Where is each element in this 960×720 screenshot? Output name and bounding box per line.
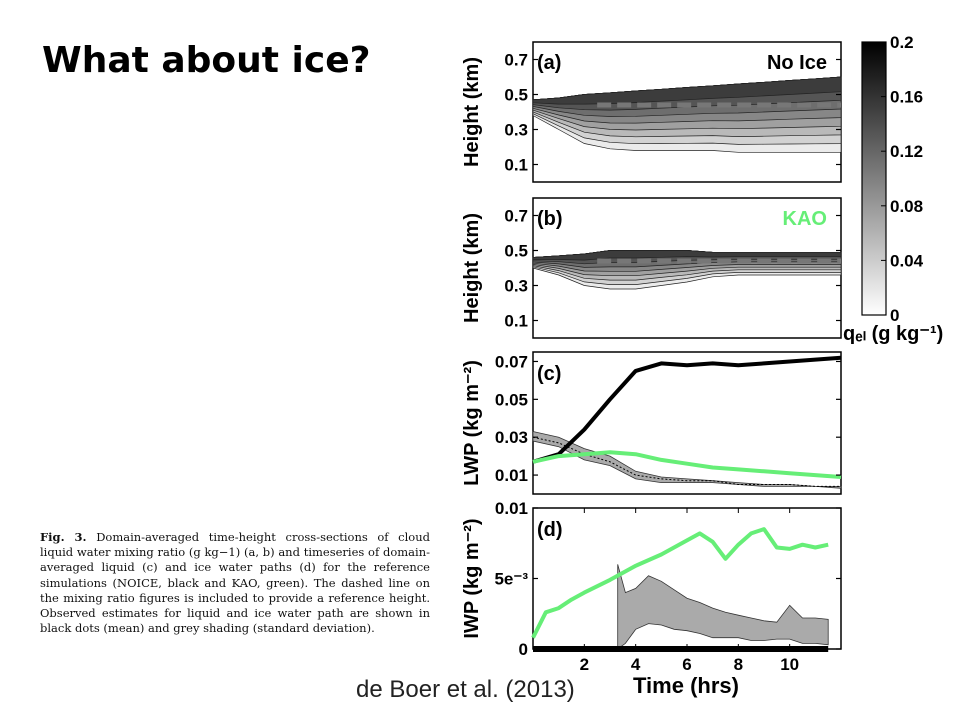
panel-d-ytick-label: 5e⁻³: [494, 570, 528, 589]
panel-c-frame: [532, 351, 842, 495]
panel-c-observed-mean: [532, 436, 841, 487]
panel-d-xlabel: Time (hrs): [633, 673, 739, 698]
panel-a-ytick-label: 0.3: [504, 121, 528, 140]
caption-label: Fig. 3.: [40, 530, 87, 544]
panel-d-observed-band: [617, 564, 829, 650]
panel-d-ytick-label: 0: [519, 640, 528, 659]
slide-title: What about ice?: [42, 40, 371, 81]
panel-c-panel-letter: (c): [537, 363, 561, 385]
panel-b-ytick-label: 0.5: [504, 242, 528, 261]
panel-b-panel-letter: (b): [537, 208, 563, 230]
panel-d-xtick-label: 6: [682, 655, 691, 674]
panel-a-ylabel: Height (km): [461, 57, 483, 167]
panel-d-xtick-label: 8: [734, 655, 743, 674]
colorbar-label: qₑₗ (g kg⁻¹): [843, 323, 943, 345]
citation-credit: de Boer et al. (2013): [356, 676, 575, 703]
panel-a-label: No Ice: [767, 52, 827, 74]
colorbar-tick-label: 0.12: [890, 142, 923, 161]
panel-b-ylabel: Height (km): [461, 213, 483, 323]
panel-a-panel-letter: (a): [537, 52, 561, 74]
panel-d-xtick-label: 2: [580, 655, 589, 674]
panel-d-series-kao: [531, 527, 829, 639]
panel-c-ytick-label: 0.03: [495, 428, 528, 447]
colorbar-tick-label: 0.16: [890, 88, 923, 107]
panel-b-ytick-label: 0.1: [504, 312, 528, 331]
panel-c-series-kao: [532, 450, 842, 479]
panel-c-ytick-label: 0.01: [495, 466, 528, 485]
panel-b-label: KAO: [783, 208, 827, 230]
panel-d-ylabel: IWP (kg m⁻²): [461, 518, 483, 638]
panel-c-observed-band: [532, 431, 842, 489]
panel-c-ytick-label: 0.05: [495, 390, 528, 409]
panel-b-ytick-label: 0.3: [504, 277, 528, 296]
caption-text: Domain-averaged time-height cross-sectio…: [40, 530, 430, 636]
panel-d-xtick-label: 10: [780, 655, 799, 674]
colorbar-tick-label: 0.04: [890, 251, 924, 270]
panel-b-ytick-label: 0.7: [504, 207, 528, 226]
panel-a-ytick-label: 0.1: [504, 156, 528, 175]
panel-c-ylabel: LWP (kg m⁻²): [461, 360, 483, 486]
panel-a-ytick-label: 0.5: [504, 86, 528, 105]
colorbar-tick-label: 0.08: [890, 197, 923, 216]
figure-caption: Fig. 3. Domain-averaged time-height cros…: [40, 530, 430, 636]
panel-d-ytick-label: 0.01: [495, 499, 528, 518]
panel-c-series-noice: [532, 355, 842, 464]
colorbar-tick-label: 0.2: [890, 33, 914, 52]
panel-a-ytick-label: 0.7: [504, 51, 528, 70]
panel-d-xtick-label: 4: [631, 655, 641, 674]
panel-b-contour: [532, 250, 842, 261]
panel-a-contour: [532, 76, 842, 105]
panel-c-ytick-label: 0.07: [495, 352, 528, 371]
colorbar-tick-label: 0: [890, 306, 899, 325]
colorbar: [861, 41, 887, 316]
panel-d-panel-letter: (d): [537, 519, 563, 541]
